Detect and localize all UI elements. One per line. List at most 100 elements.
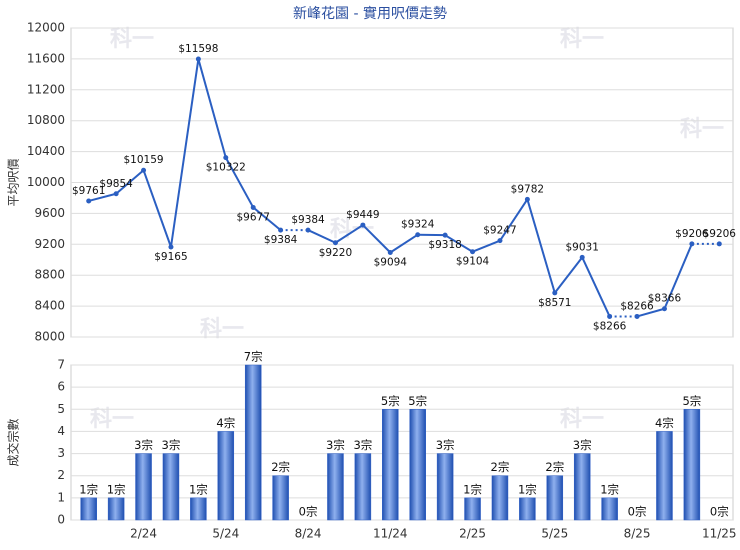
point <box>442 232 448 238</box>
line-segment <box>115 169 145 195</box>
y-axis-title: 成交宗數 <box>6 418 21 466</box>
value-label: $9220 <box>319 247 352 259</box>
bar <box>409 409 426 521</box>
watermark: 科一 <box>110 27 154 52</box>
y-tick-label: 10000 <box>27 175 65 189</box>
value-label: 0宗 <box>628 505 647 519</box>
point <box>689 241 695 247</box>
line-segment <box>526 199 556 294</box>
bar <box>656 431 673 521</box>
value-label: $9206 <box>675 228 709 240</box>
line-segment <box>663 243 693 310</box>
point <box>141 167 147 173</box>
bar <box>80 497 97 521</box>
watermark: 科一 <box>200 317 244 342</box>
point <box>305 227 311 233</box>
bar <box>327 453 344 521</box>
x-tick-label: 8/24 <box>295 527 322 541</box>
value-label: $8266 <box>620 300 654 312</box>
value-label: $9165 <box>154 251 187 263</box>
x-tick-label: 5/25 <box>541 527 568 541</box>
value-label: $9247 <box>483 225 516 237</box>
line-segment <box>389 233 419 254</box>
y-tick-label: 9200 <box>34 237 65 251</box>
value-label: $11598 <box>178 43 218 55</box>
value-label: 5宗 <box>682 394 701 408</box>
value-label: $9384 <box>291 214 325 226</box>
point <box>113 191 119 197</box>
value-label: 7宗 <box>244 350 263 364</box>
x-tick-label: 11/25 <box>702 527 737 541</box>
value-label: $9677 <box>237 211 270 223</box>
bar <box>491 475 509 521</box>
y-tick-label: 0 <box>57 513 65 527</box>
value-label: $9449 <box>346 209 379 221</box>
y-tick-label: 11200 <box>27 82 65 96</box>
bar <box>546 475 564 521</box>
point <box>470 249 476 255</box>
value-label: 1宗 <box>107 482 126 496</box>
value-label: $9782 <box>511 183 544 195</box>
x-tick-label: 11/24 <box>373 527 408 541</box>
line-segment <box>334 224 364 244</box>
point <box>497 238 503 244</box>
y-tick-label: 8000 <box>34 330 65 344</box>
value-label: 1宗 <box>189 482 208 496</box>
value-label: 3宗 <box>573 438 592 452</box>
line-segment <box>581 256 611 317</box>
x-tick-label: 8/25 <box>624 527 651 541</box>
point <box>716 241 722 247</box>
line-segment <box>252 206 282 231</box>
value-label: 4宗 <box>655 416 674 430</box>
point <box>552 290 558 296</box>
value-label: $9031 <box>566 241 599 253</box>
point <box>195 56 201 62</box>
bar <box>135 453 152 521</box>
bar <box>436 453 454 521</box>
point <box>278 227 284 233</box>
line-segment <box>197 58 227 158</box>
chart-title: 新峰花園 - 實用呎價走勢 <box>293 5 447 22</box>
y-tick-label: 10800 <box>27 113 65 127</box>
value-label: 1宗 <box>79 482 98 496</box>
value-label: 0宗 <box>710 505 729 519</box>
watermark: 科一 <box>560 407 604 432</box>
value-label: 3宗 <box>353 438 372 452</box>
bar <box>190 497 207 521</box>
line-segment <box>169 58 200 248</box>
value-label: 1宗 <box>600 482 619 496</box>
y-tick-label: 8400 <box>34 299 65 313</box>
point <box>607 313 613 319</box>
value-label: $8571 <box>538 297 571 309</box>
x-tick-label: 5/24 <box>212 527 239 541</box>
y-tick-label: 4 <box>57 424 65 438</box>
y-tick-label: 12000 <box>27 21 65 35</box>
value-label: 3宗 <box>326 438 345 452</box>
bar <box>107 497 125 521</box>
value-label: 4宗 <box>216 416 235 430</box>
value-label: $9854 <box>99 178 133 190</box>
y-tick-label: 5 <box>57 402 65 416</box>
value-label: 2宗 <box>271 460 290 474</box>
value-label: $9206 <box>703 228 737 240</box>
bar <box>519 497 536 521</box>
value-label: $9324 <box>401 219 435 231</box>
line-segment <box>553 256 584 294</box>
point <box>415 232 421 238</box>
value-label: 5宗 <box>381 394 400 408</box>
value-label: $9384 <box>264 234 298 246</box>
line-segment <box>472 239 501 253</box>
line-segment <box>362 224 391 254</box>
line-segment <box>88 192 117 202</box>
bar <box>683 409 701 521</box>
line-segment <box>142 169 172 248</box>
value-label: 2宗 <box>491 460 510 474</box>
point <box>387 249 393 255</box>
bar <box>382 409 399 521</box>
y-tick-label: 6 <box>57 380 65 394</box>
watermark: 科一 <box>560 27 604 52</box>
bar <box>601 497 618 521</box>
value-label: 2宗 <box>545 460 564 474</box>
watermark: 科一 <box>90 407 134 432</box>
x-tick-label: 2/25 <box>459 527 486 541</box>
